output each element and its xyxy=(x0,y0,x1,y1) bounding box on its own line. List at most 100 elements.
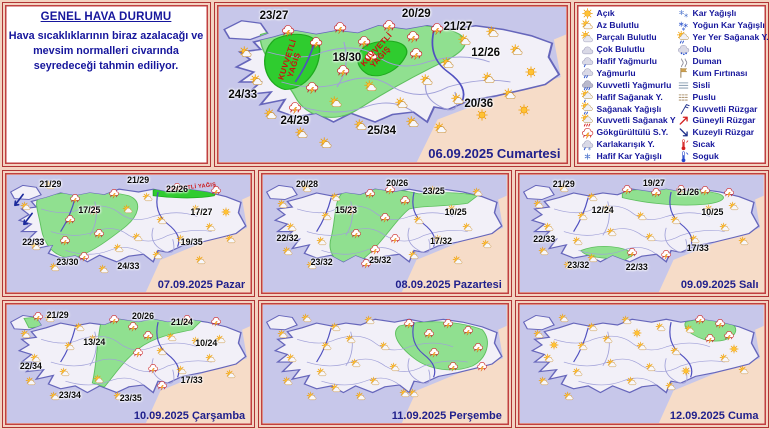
sun-cloud-icon xyxy=(458,33,472,48)
sun-cloud-icon xyxy=(93,374,105,386)
temperature-label: 22/34 xyxy=(19,360,42,371)
sandstorm-icon xyxy=(677,66,691,79)
sun-cloud-icon xyxy=(419,74,434,88)
sun-icon xyxy=(475,108,489,122)
storm-icon xyxy=(69,192,80,204)
sun-cloud-icon xyxy=(626,377,637,388)
sun-cloud-icon xyxy=(30,241,41,253)
legend-item-label: Hafif Yağmurlu xyxy=(596,56,658,66)
legend-item: Yoğun Kar Yağışlı xyxy=(677,19,768,32)
temperature-label: 23/30 xyxy=(56,257,79,268)
storm-icon xyxy=(181,313,192,324)
storm-icon xyxy=(622,183,633,194)
sun-cloud-icon xyxy=(157,346,168,357)
legend-item: Sisli xyxy=(677,78,768,91)
sun-cloud-icon xyxy=(451,92,465,107)
temperature-label: 24/33 xyxy=(228,88,258,101)
sun-icon xyxy=(729,344,740,355)
sun-cloud-icon xyxy=(602,204,613,215)
legend-item-label: Karlakarışık Y. xyxy=(596,139,655,150)
sun-cloud-icon xyxy=(113,244,124,255)
storm-icon xyxy=(305,80,319,94)
sun-cloud-icon xyxy=(482,72,496,86)
sun-cloud-icon xyxy=(88,334,100,345)
sun-cloud-icon xyxy=(543,353,555,364)
temperature-label: 23/35 xyxy=(119,392,142,403)
sun-cloud-icon xyxy=(587,192,598,203)
sun-cloud-icon xyxy=(646,232,657,243)
sun-cloud-icon xyxy=(433,122,448,136)
storm-icon xyxy=(211,184,222,196)
temperature-label: 15/23 xyxy=(335,204,358,215)
storm-icon xyxy=(651,187,662,198)
temperature-label: 12/26 xyxy=(471,47,501,59)
legend-item-label: Yağmurlu xyxy=(596,67,636,78)
legend-item: Dolu xyxy=(677,43,768,55)
legend-item-label: Yer Yer Sağanak Y. xyxy=(692,32,769,43)
map-date-label: 08.09.2025 Pazartesi xyxy=(395,278,502,291)
sun-cloud-icon xyxy=(321,211,332,222)
temperature-label: 23/32 xyxy=(567,259,590,270)
temperature-label: 22/33 xyxy=(22,237,45,248)
sun-cloud-icon xyxy=(563,260,574,271)
sun-cloud-icon xyxy=(59,367,70,378)
storm-icon xyxy=(626,246,637,258)
temperature-label: 22/33 xyxy=(533,233,556,244)
storm-icon xyxy=(384,183,395,194)
storm-icon xyxy=(675,183,686,194)
sun-cloud-icon xyxy=(355,391,366,402)
legend-item: Yağmurlu xyxy=(581,67,673,79)
sun-icon xyxy=(548,339,559,350)
sleet-icon xyxy=(581,138,595,151)
sun-cloud-icon xyxy=(379,341,391,352)
sun-cloud-icon xyxy=(690,234,701,246)
legend-item-label: Az Bulutlu xyxy=(596,20,639,31)
sun-cloud-icon xyxy=(587,253,598,264)
legend-item: Sağanak Yağışlı xyxy=(581,102,673,115)
storm-icon xyxy=(157,379,168,391)
sun-cloud-icon xyxy=(123,204,134,215)
legend-item-label: Kum Fırtınası xyxy=(692,67,748,78)
snow3-icon xyxy=(677,19,691,32)
sun-cloud-icon xyxy=(719,353,730,364)
storm-icon xyxy=(64,213,75,225)
rain2-icon xyxy=(581,66,595,79)
sun-cloud-icon xyxy=(329,95,343,110)
storm-icon xyxy=(94,228,105,239)
fog-icon xyxy=(677,78,691,91)
storm-icon xyxy=(406,29,420,43)
sun-cloud-icon xyxy=(277,329,288,341)
sun-cloud-icon xyxy=(389,362,400,374)
legend-item: Yer Yer Sağanak Y. xyxy=(677,30,769,44)
storm-icon xyxy=(364,49,378,63)
sun-cloud-icon xyxy=(636,341,647,352)
temperature-label: 12/24 xyxy=(591,204,614,215)
sun-cloud-icon xyxy=(225,234,236,246)
storm-icon xyxy=(350,228,361,239)
forecast-map-panel-day7: 12.09.2025 Cuma xyxy=(514,299,769,428)
sun-cloud-icon xyxy=(205,353,217,364)
storm-icon xyxy=(409,46,423,60)
forecast-map-panel-day4: 21/29 19/27 21/26 12/24 10/25 22/33 17/33 23/32… xyxy=(514,169,769,297)
sun-cloud-icon xyxy=(563,391,574,402)
turkey-map xyxy=(519,174,764,292)
sun-cloud-icon xyxy=(166,332,178,343)
temperature-label: 23/34 xyxy=(58,390,81,401)
sun-cloud-icon xyxy=(287,353,298,364)
temperature-label: 13/24 xyxy=(83,337,106,348)
cloud-icon xyxy=(581,43,595,56)
storm-icon xyxy=(345,204,356,215)
storm-icon xyxy=(724,187,735,198)
temperature-label: 19/35 xyxy=(180,237,203,248)
sun-cloud-icon xyxy=(306,260,317,271)
sun-cloud-icon xyxy=(319,137,333,151)
forecast-map-day4: 21/29 19/27 21/26 12/24 10/25 22/33 17/33 23/32… xyxy=(519,174,764,292)
storm-icon xyxy=(428,346,439,357)
sun-cloud-icon xyxy=(157,216,168,227)
middle-row: KUVVETLİ YAĞIŞ 21/29 21/29 22/26 17/25 17/27 2… xyxy=(0,168,770,298)
storm-icon xyxy=(33,311,44,322)
legend-item: Çok Bulutlu xyxy=(581,43,673,55)
top-row: GENEL HAVA DURUMU Hava sıcaklıklarının b… xyxy=(0,0,770,168)
sun-cloud-icon xyxy=(573,367,584,378)
temperature-label: 17/25 xyxy=(78,204,101,215)
